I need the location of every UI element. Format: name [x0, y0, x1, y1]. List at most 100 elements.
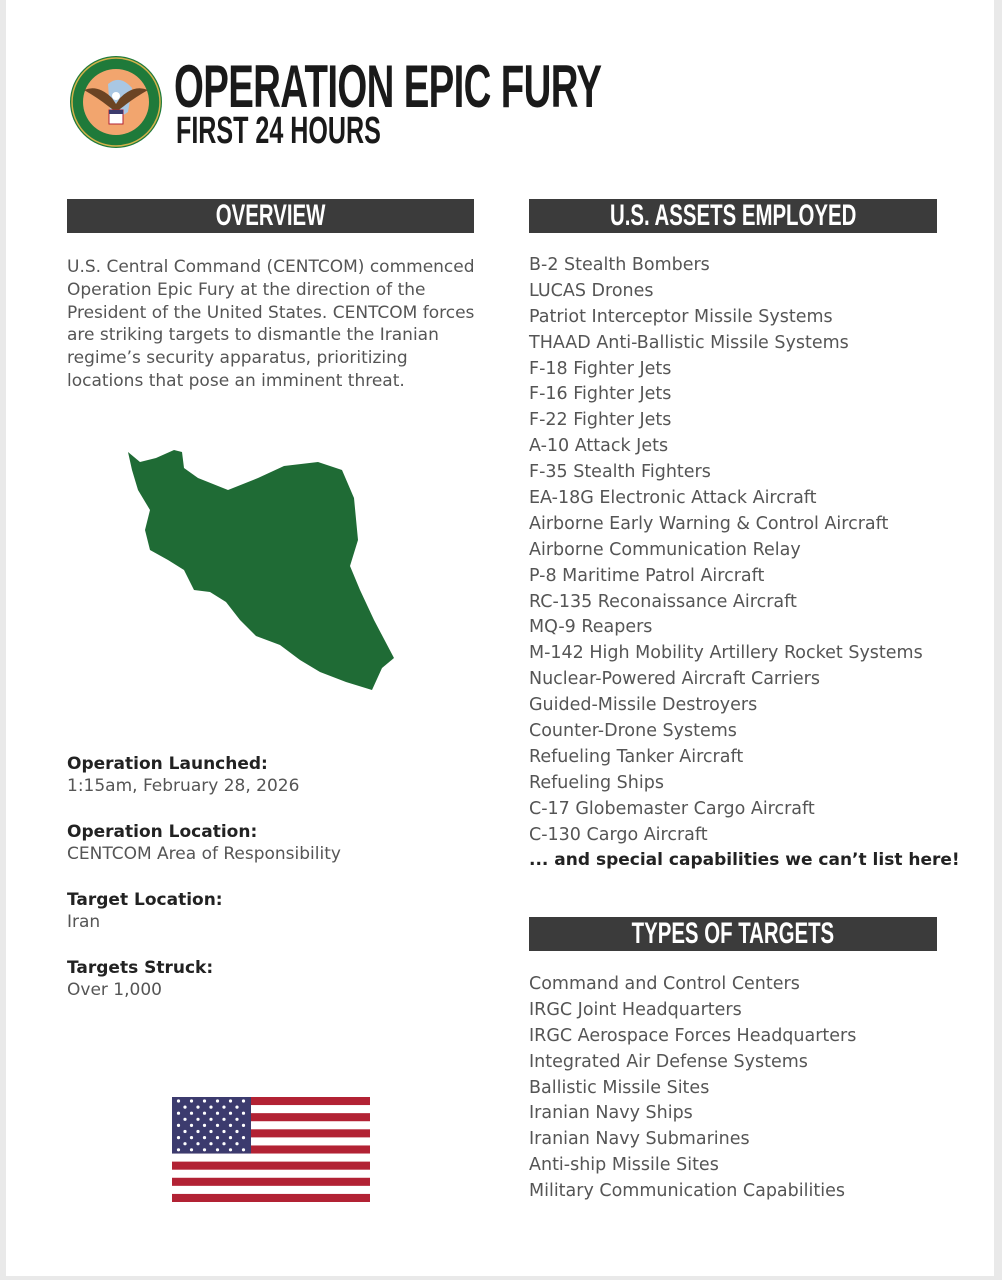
list-item: C-130 Cargo Aircraft: [529, 824, 708, 845]
fact-operation-location: Operation Location: CENTCOM Area of Resp…: [67, 821, 341, 865]
list-item: C-17 Globemaster Cargo Aircraft: [529, 798, 815, 819]
fact-target-location: Target Location: Iran: [67, 889, 223, 933]
flag-star: [202, 1136, 207, 1140]
flag-star: [196, 1142, 200, 1146]
flag-star: [183, 1105, 187, 1109]
flag-star: [235, 1142, 239, 1146]
flag-star: [228, 1136, 233, 1140]
flag-star: [241, 1148, 246, 1152]
flag-star: [176, 1136, 181, 1140]
iran-map: [128, 450, 394, 690]
fact-value: CENTCOM Area of Responsibility: [67, 844, 341, 864]
flag-star: [235, 1117, 239, 1121]
list-item: Airborne Early Warning & Control Aircraf…: [529, 513, 889, 534]
list-item: F-18 Fighter Jets: [529, 358, 672, 379]
flag-star: [215, 1123, 220, 1127]
flag-star: [209, 1105, 213, 1109]
fact-targets-struck: Targets Struck: Over 1,000: [67, 957, 213, 1001]
flag-star: [183, 1129, 187, 1134]
overview-text: U.S. Central Command (CENTCOM) commenced…: [67, 257, 475, 391]
us-flag: [172, 1097, 370, 1202]
flag-star: [235, 1105, 239, 1109]
list-item: Command and Control Centers: [529, 974, 800, 994]
overview-heading-bar: OVERVIEW: [67, 199, 474, 233]
flag-star: [241, 1111, 246, 1115]
flag-star: [215, 1148, 220, 1152]
list-item: B-2 Stealth Bombers: [529, 255, 710, 275]
list-item: Airborne Communication Relay: [529, 539, 801, 560]
flag-star: [183, 1142, 187, 1146]
flag-stripe: [172, 1193, 370, 1202]
flag-star: [209, 1142, 213, 1146]
flag-stripe: [172, 1145, 370, 1154]
list-item: RC-135 Reconaissance Aircraft: [529, 591, 797, 612]
list-item: Ballistic Missile Sites: [529, 1077, 710, 1098]
list-item: IRGC Joint Headquarters: [529, 999, 742, 1020]
flag-star: [241, 1099, 246, 1103]
assets-heading-bar: U.S. ASSETS EMPLOYED: [529, 199, 937, 233]
targets-list: Command and Control Centers IRGC Joint He…: [529, 972, 856, 1205]
flag-star: [228, 1111, 233, 1115]
fact-label: Operation Location:: [67, 822, 258, 842]
flag-star: [176, 1099, 181, 1103]
flag-star: [222, 1142, 226, 1146]
flag-star: [241, 1123, 246, 1127]
targets-heading: TYPES OF TARGETS: [631, 917, 835, 950]
flag-star: [196, 1129, 200, 1134]
targets-heading-bar: TYPES OF TARGETS: [529, 917, 937, 951]
list-item: F-16 Fighter Jets: [529, 384, 672, 405]
list-item: MQ-9 Reapers: [529, 617, 653, 638]
list-item: M-142 High Mobility Artillery Rocket Sys…: [529, 643, 923, 664]
assets-heading: U.S. ASSETS EMPLOYED: [609, 199, 857, 232]
flag-stripe: [172, 1185, 370, 1195]
list-item: Military Communication Capabilities: [529, 1181, 845, 1202]
flag-star: [196, 1117, 200, 1121]
flag-star: [222, 1105, 226, 1109]
list-item: Anti-ship Missile Sites: [529, 1155, 719, 1176]
flag-star: [196, 1105, 200, 1109]
list-item: P-8 Maritime Patrol Aircraft: [529, 565, 765, 586]
list-item: A-10 Attack Jets: [529, 436, 669, 457]
fact-value: Over 1,000: [67, 980, 162, 1000]
flag-star: [209, 1117, 213, 1121]
flag-star: [228, 1099, 233, 1103]
flag-star: [189, 1123, 194, 1127]
flag-star: [176, 1148, 181, 1152]
flag-stripe: [172, 1161, 370, 1170]
page-subtitle: FIRST 24 HOURS: [176, 110, 381, 152]
flag-stripe: [172, 1105, 370, 1114]
list-item: Integrated Air Defense Systems: [529, 1051, 808, 1072]
list-item: Guided-Missile Destroyers: [529, 695, 758, 716]
list-item: Refueling Tanker Aircraft: [529, 746, 744, 767]
flag-star: [202, 1099, 207, 1103]
list-item: Counter-Drone Systems: [529, 721, 737, 742]
list-item: Patriot Interceptor Missile Systems: [529, 306, 833, 327]
list-item: THAAD Anti-Ballistic Missile Systems: [529, 332, 849, 353]
fact-label: Target Location:: [67, 890, 223, 910]
flag-stripe: [172, 1097, 370, 1106]
flag-star: [215, 1136, 220, 1140]
fact-value: 1:15am, February 28, 2026: [67, 776, 300, 796]
flag-star: [189, 1136, 194, 1140]
page-title: OPERATION EPIC FURY: [174, 53, 602, 120]
list-item: Iranian Navy Ships: [529, 1103, 693, 1124]
flag-star: [215, 1111, 220, 1115]
centcom-logo: [70, 56, 162, 148]
flag-star: [176, 1111, 181, 1115]
list-item: IRGC Aerospace Forces Headquarters: [529, 1025, 857, 1046]
assets-list: B-2 Stealth Bombers LUCAS Drones Patriot I…: [529, 253, 960, 874]
flag-stripe: [172, 1121, 370, 1130]
list-item: Refueling Ships: [529, 772, 664, 793]
assets-footer-note: ... and special capabilities we can’t li…: [529, 850, 960, 871]
list-item: Iranian Navy Submarines: [529, 1129, 750, 1150]
fact-operation-launched: Operation Launched: 1:15am, February 28,…: [67, 753, 299, 797]
flag-star: [228, 1123, 233, 1127]
flag-star: [241, 1136, 246, 1140]
list-item: F-35 Stealth Fighters: [529, 462, 711, 483]
flag-star: [228, 1148, 233, 1152]
flag-star: [189, 1099, 194, 1103]
flag-star: [222, 1117, 226, 1121]
list-item: LUCAS Drones: [529, 280, 654, 301]
flag-star: [202, 1111, 207, 1115]
flag-star: [189, 1111, 194, 1115]
